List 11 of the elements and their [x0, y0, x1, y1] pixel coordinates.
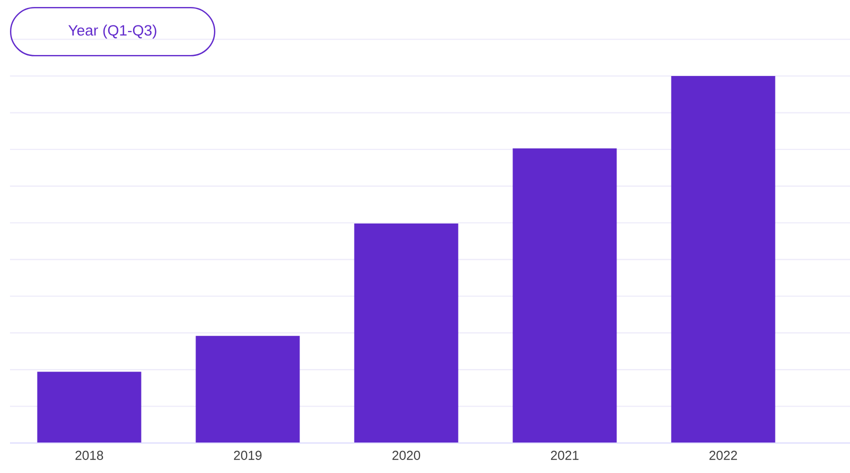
bar: [512, 148, 617, 443]
bar: [671, 76, 776, 443]
chart-title: Year (Q1-Q3): [68, 24, 156, 39]
x-tick-label: 2019: [234, 450, 262, 460]
x-tick-label: 2018: [75, 450, 104, 460]
x-tick-label: 2021: [550, 450, 578, 460]
bar: [354, 224, 458, 443]
x-tick-label: 2022: [709, 450, 737, 460]
bar: [37, 372, 142, 443]
bar: [196, 336, 300, 443]
x-tick-label: 2020: [392, 450, 420, 460]
